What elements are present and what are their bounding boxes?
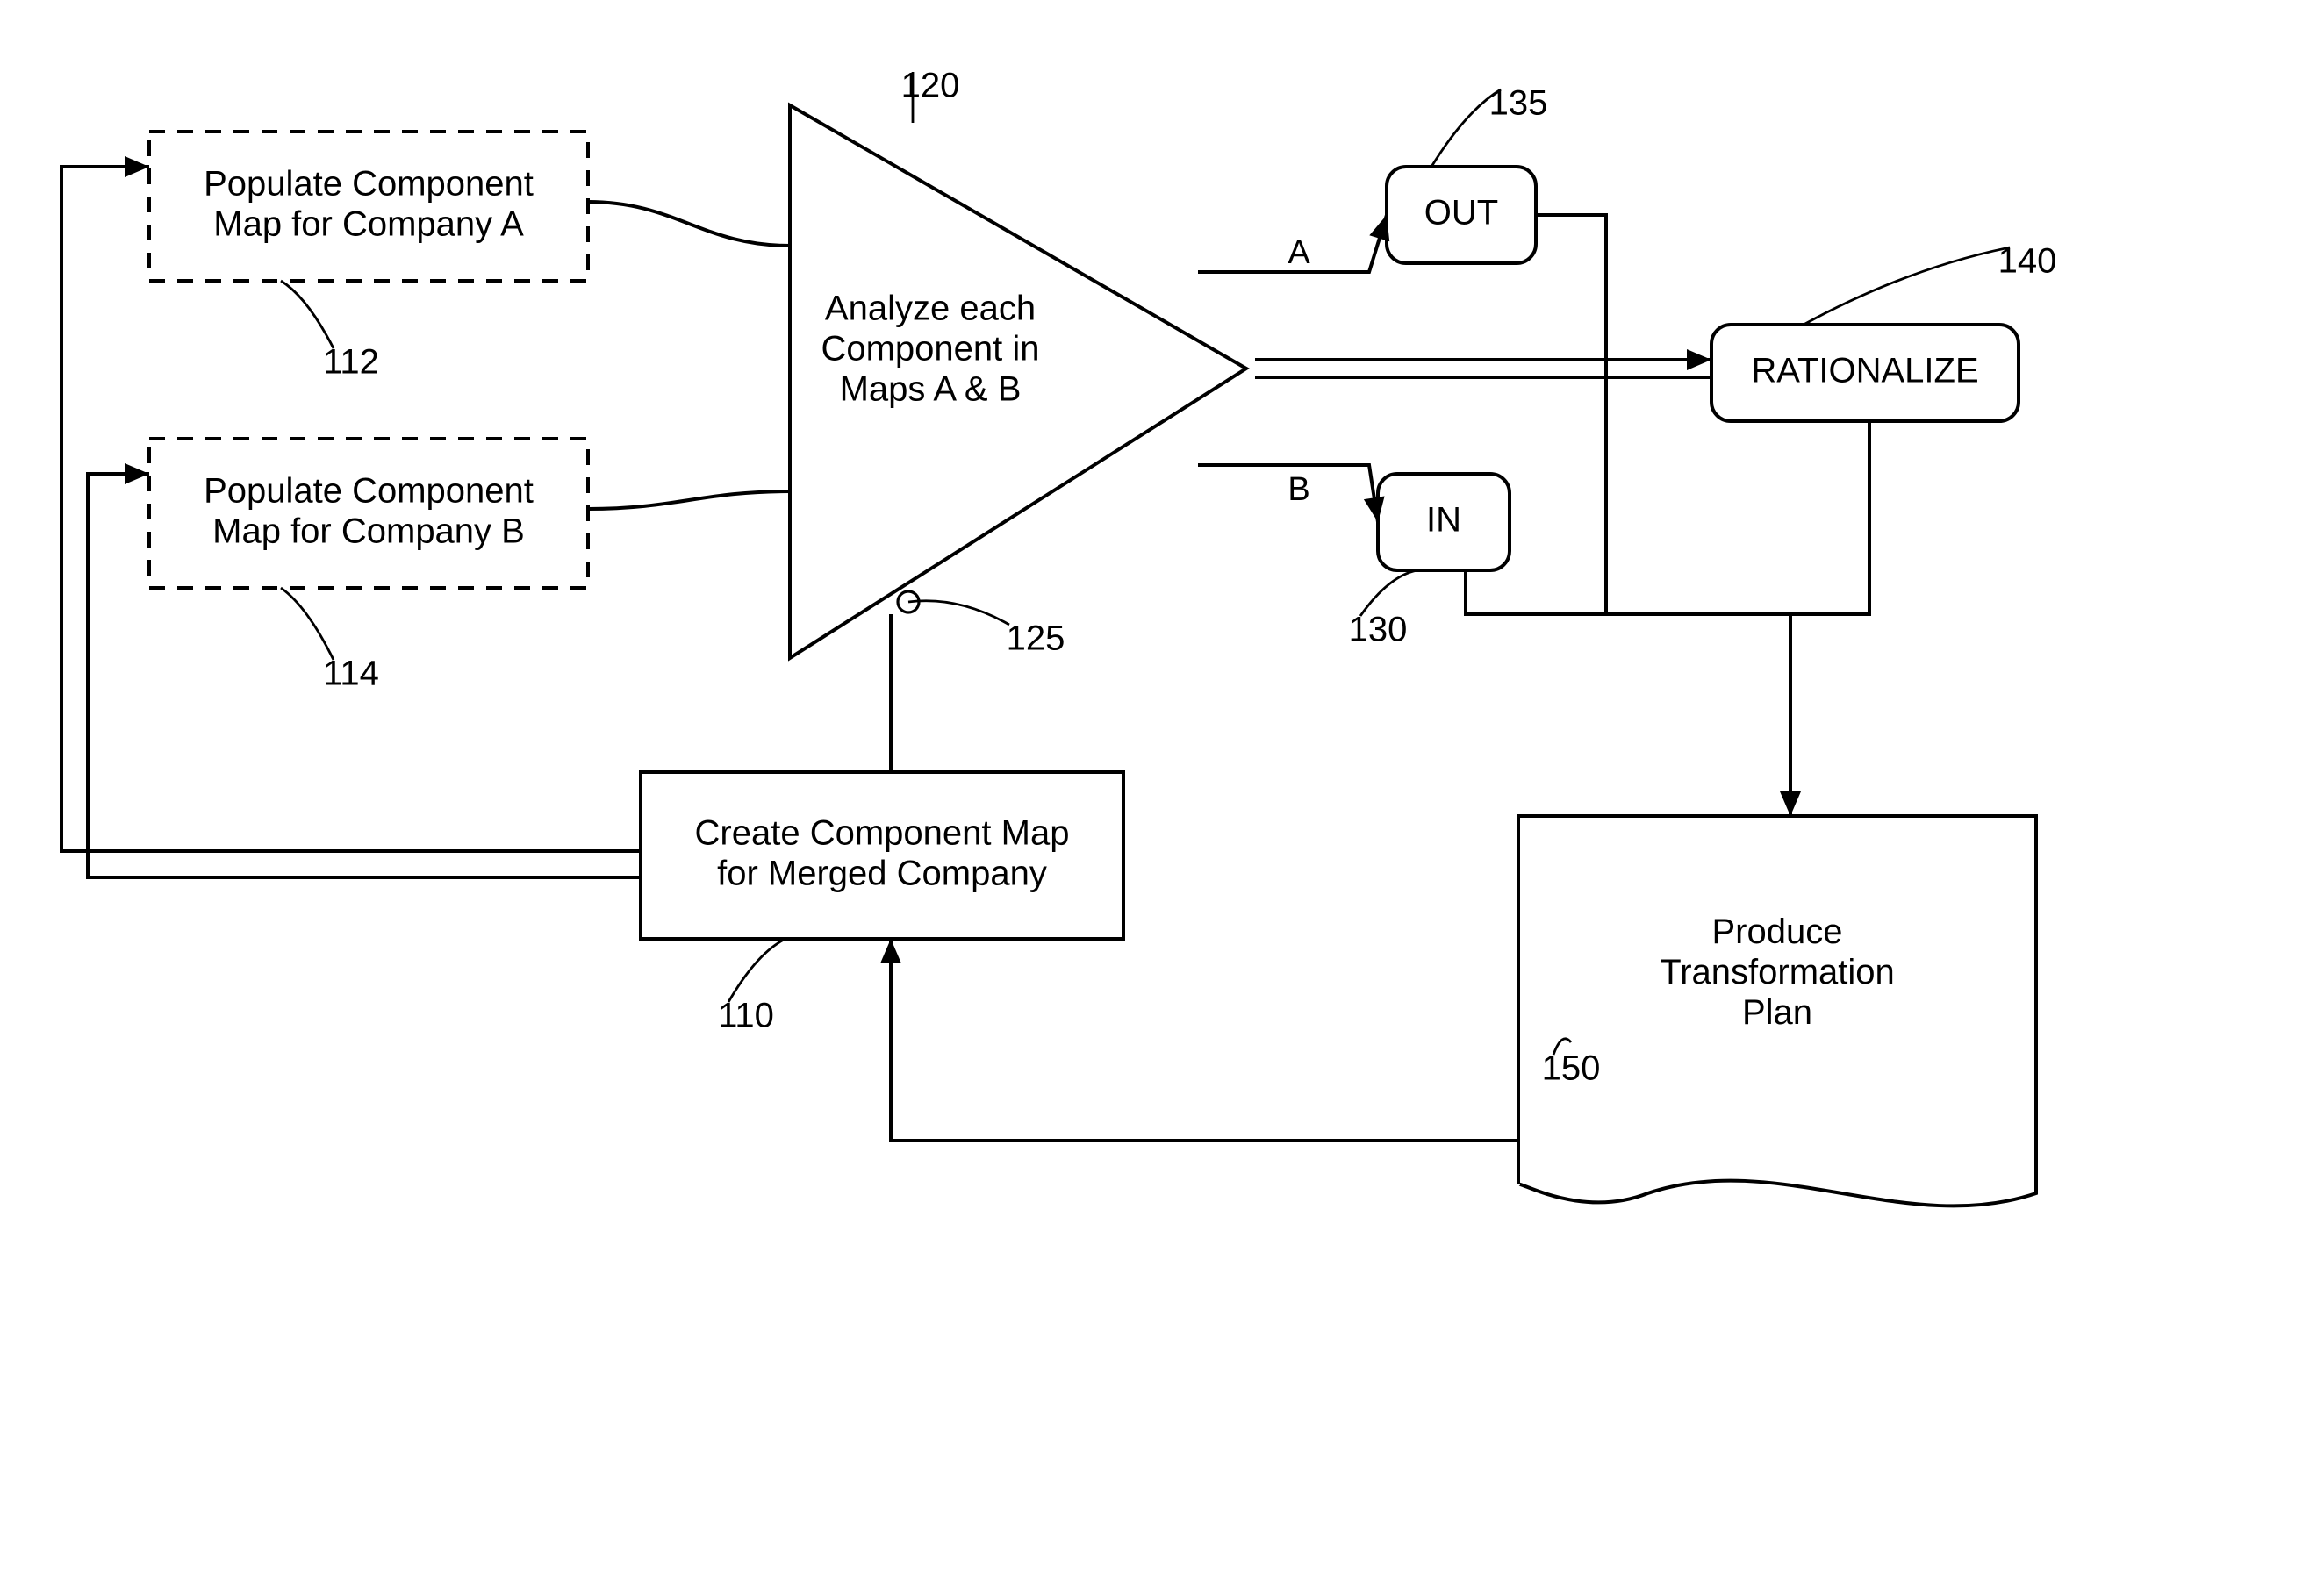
text-line: Plan [1742, 993, 1812, 1032]
ref-114: 114 [323, 655, 379, 693]
text-line: Map for Company B [212, 512, 525, 551]
arrow-head [1687, 349, 1711, 370]
text-line: Analyze each [825, 290, 1036, 328]
text-line: RATIONALIZE [1751, 352, 1978, 390]
port-label-B: B [1288, 471, 1309, 508]
arrow-head [1369, 215, 1389, 241]
ref-135: 135 [1489, 84, 1548, 123]
text-line: Populate Component [204, 165, 534, 204]
text-line: Create Component Map [695, 814, 1070, 853]
text-line: OUT [1424, 194, 1498, 233]
arrow-head [125, 463, 149, 484]
text-line: Component in [821, 330, 1039, 369]
ref-110: 110 [718, 997, 774, 1035]
arrow-head [1780, 791, 1801, 816]
node-n114-label: Populate ComponentMap for Company B [204, 472, 534, 551]
port-label-A: A [1288, 234, 1310, 271]
node-n112-label: Populate ComponentMap for Company A [204, 165, 534, 244]
edge-3 [588, 491, 790, 509]
text-line: for Merged Company [717, 855, 1047, 893]
edge-11 [891, 939, 1518, 1141]
edge-2 [588, 202, 790, 246]
ref-leader [281, 281, 334, 348]
ref-leader [728, 939, 785, 1002]
node-n135-label: OUT [1424, 194, 1498, 233]
text-line: Map for Company A [213, 205, 524, 244]
ref-125: 125 [1007, 619, 1065, 658]
ref-130: 130 [1349, 611, 1408, 649]
arrow-head [125, 156, 149, 177]
text-line: Maps A & B [840, 370, 1022, 409]
node-n140-label: RATIONALIZE [1751, 352, 1978, 390]
edge-10 [1606, 421, 1869, 816]
ref-150: 150 [1542, 1049, 1601, 1088]
text-line: Transformation [1660, 953, 1895, 991]
arrow-head [1364, 497, 1385, 522]
ref-leader [1360, 570, 1417, 616]
arrow-head [880, 939, 901, 963]
ref-leader [1804, 247, 2010, 325]
node-n150-label: ProduceTransformationPlan [1660, 913, 1895, 1032]
ref-leader [908, 601, 1009, 625]
text-line: IN [1426, 501, 1461, 540]
node-n130-label: IN [1426, 501, 1461, 540]
text-line: Populate Component [204, 472, 534, 511]
ref-leader [281, 588, 334, 660]
text-line: Produce [1712, 913, 1843, 951]
ref-120: 120 [901, 67, 960, 105]
ref-112: 112 [323, 343, 379, 382]
node-n110-label: Create Component Mapfor Merged Company [695, 814, 1070, 893]
edge-9 [1466, 215, 1606, 614]
node-n120-label: Analyze eachComponent inMaps A & B [821, 290, 1039, 409]
